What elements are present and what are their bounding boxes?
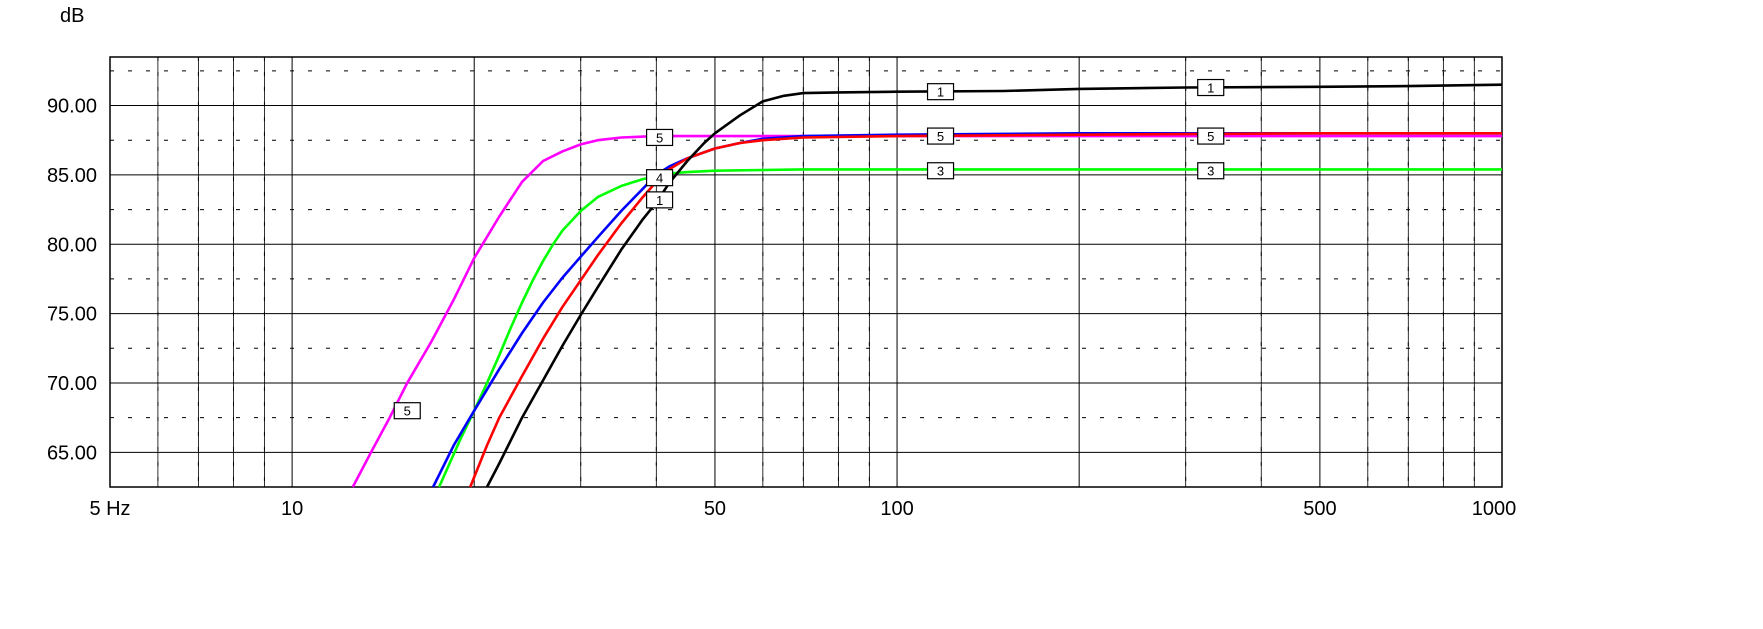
curve-label-box [645, 169, 674, 187]
series-line-1 [351, 134, 1502, 488]
minor-grid [110, 57, 1502, 487]
y-tick-label: 90.00 [47, 96, 97, 118]
y-axis-ticks: 90.00 85.00 80.00 75.00 70.00 65.00 [47, 96, 97, 465]
curve-label: 5 [926, 127, 955, 145]
y-tick-label: 70.00 [47, 373, 97, 395]
curve-label-text: 3 [1207, 164, 1214, 179]
curve-labels: 5 5 4 1 1 5 3 1 5 3 [393, 78, 1225, 420]
y-tick-label: 80.00 [47, 234, 97, 256]
curve-label: 5 [645, 128, 674, 147]
curve-label: 3 [1197, 162, 1225, 180]
curve-label-text: 5 [937, 129, 944, 144]
curve-label-text: 5 [656, 130, 663, 145]
y-tick-label: 85.00 [47, 165, 97, 187]
series-line-2 [437, 168, 1502, 488]
curve-label: 5 [1197, 127, 1225, 145]
curve-label-box [926, 83, 955, 101]
y-tick-label: 75.00 [47, 304, 97, 326]
x-tick-label: 5 Hz [89, 498, 130, 520]
curve-label: 3 [926, 162, 955, 180]
curve-label: 5 [393, 402, 421, 420]
curve-label-box [1197, 162, 1225, 180]
x-tick-label: 100 [880, 498, 913, 520]
x-tick-label: 1000 [1472, 498, 1517, 520]
curve-label-box [645, 128, 674, 147]
curve-label-box [645, 191, 674, 209]
series-lines [351, 83, 1503, 488]
major-grid [110, 57, 1502, 487]
x-tick-label: 10 [281, 498, 303, 520]
curve-label-box [1197, 78, 1225, 97]
x-tick-label: 500 [1303, 498, 1336, 520]
curve-label: 1 [1197, 78, 1225, 97]
curve-label-text: 5 [1207, 129, 1214, 144]
curve-label-text: 1 [656, 193, 663, 208]
curve-label-box [926, 162, 955, 180]
series-line-4 [468, 132, 1502, 488]
series-line-5 [485, 83, 1503, 488]
series-line-3 [431, 132, 1502, 488]
curve-label-text: 5 [404, 404, 411, 419]
x-tick-label: 50 [704, 498, 726, 520]
curve-label-text: 1 [937, 85, 944, 100]
x-axis-ticks: 5 Hz 10 50 100 500 1000 [89, 498, 1516, 520]
curve-label-box [1197, 127, 1225, 145]
plot-frame [109, 56, 1503, 488]
y-tick-label: 65.00 [47, 442, 97, 464]
curve-label: 4 [645, 169, 674, 187]
curve-label-text: 3 [937, 164, 944, 179]
curve-label-box [926, 127, 955, 145]
curve-label-box [393, 402, 421, 420]
curve-label: 1 [926, 83, 955, 101]
curve-label-text: 1 [1207, 81, 1214, 96]
curve-label: 1 [645, 191, 674, 209]
y-axis-unit: dB [60, 5, 84, 27]
curve-label-text: 4 [656, 171, 663, 186]
